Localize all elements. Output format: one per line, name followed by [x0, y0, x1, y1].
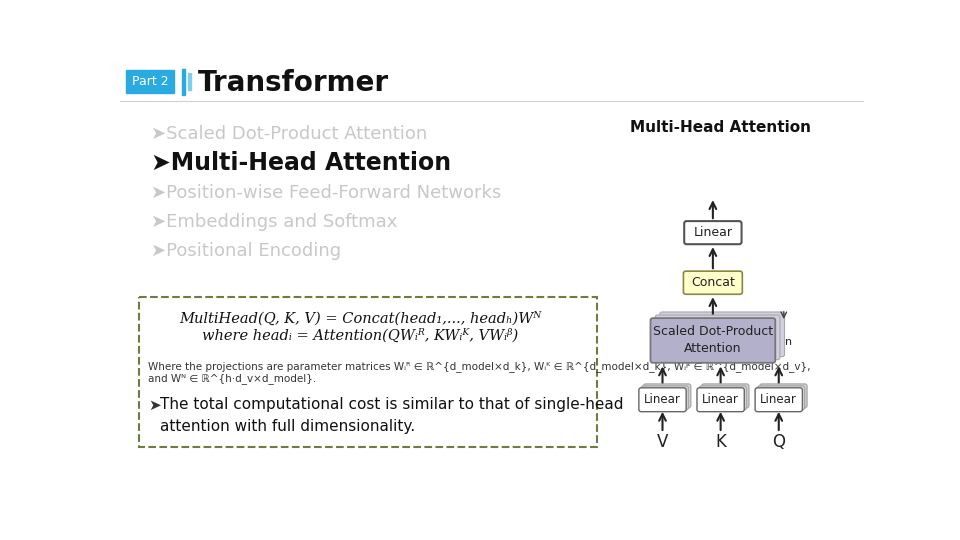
Text: Linear: Linear [760, 393, 797, 406]
FancyBboxPatch shape [699, 386, 747, 410]
Text: ➤Multi-Head Attention: ➤Multi-Head Attention [151, 151, 451, 176]
FancyBboxPatch shape [139, 298, 596, 448]
FancyBboxPatch shape [759, 384, 807, 408]
Bar [188, 73, 190, 90]
Text: The total computational cost is similar to that of single-head
attention with fu: The total computational cost is similar … [160, 397, 624, 434]
Text: K: K [715, 433, 726, 451]
Text: Concat: Concat [691, 276, 734, 289]
Text: Linear: Linear [693, 226, 732, 239]
Text: V: V [657, 433, 668, 451]
Text: Scaled Dot-Product
Attention: Scaled Dot-Product Attention [653, 326, 773, 355]
FancyBboxPatch shape [757, 386, 804, 410]
Text: ➤Embeddings and Softmax: ➤Embeddings and Softmax [151, 213, 397, 231]
FancyBboxPatch shape [702, 384, 749, 408]
Text: Part 2: Part 2 [132, 75, 169, 88]
Text: and Wᴺ ∈ ℝ^{h·d_v×d_model}.: and Wᴺ ∈ ℝ^{h·d_v×d_model}. [148, 374, 316, 384]
Text: Q: Q [772, 433, 785, 451]
Text: MultiHead(Q, K, V) = Concat(head₁,..., headₕ)Wᴺ: MultiHead(Q, K, V) = Concat(head₁,..., h… [180, 312, 541, 326]
Text: Linear: Linear [702, 393, 739, 406]
Text: n: n [785, 337, 792, 347]
Text: ➤Scaled Dot-Product Attention: ➤Scaled Dot-Product Attention [151, 125, 427, 143]
Text: Where the projections are parameter matrices Wᵢᴿ ∈ ℝ^{d_model×d_k}, Wᵢᴷ ∈ ℝ^{d_m: Where the projections are parameter matr… [148, 361, 810, 372]
Text: ➤Positional Encoding: ➤Positional Encoding [151, 242, 341, 260]
FancyBboxPatch shape [643, 384, 691, 408]
Bar [182, 69, 185, 95]
Text: Multi-Head Attention: Multi-Head Attention [630, 120, 811, 136]
Text: ➤Position-wise Feed-Forward Networks: ➤Position-wise Feed-Forward Networks [151, 184, 501, 201]
Text: Transformer: Transformer [198, 69, 389, 97]
FancyBboxPatch shape [655, 315, 780, 360]
FancyBboxPatch shape [684, 271, 742, 294]
FancyBboxPatch shape [638, 388, 686, 411]
FancyBboxPatch shape [641, 386, 688, 410]
Bar [126, 70, 175, 93]
Text: ➤: ➤ [148, 397, 160, 413]
FancyBboxPatch shape [684, 221, 741, 244]
Text: where headᵢ = Attention(QWᵢᴿ, KWᵢᴷ, VWᵢᵝ): where headᵢ = Attention(QWᵢᴿ, KWᵢᴷ, VWᵢᵝ… [203, 329, 518, 343]
Text: Linear: Linear [644, 393, 681, 406]
FancyBboxPatch shape [660, 312, 784, 356]
FancyBboxPatch shape [651, 318, 776, 363]
FancyBboxPatch shape [756, 388, 803, 411]
FancyBboxPatch shape [697, 388, 744, 411]
